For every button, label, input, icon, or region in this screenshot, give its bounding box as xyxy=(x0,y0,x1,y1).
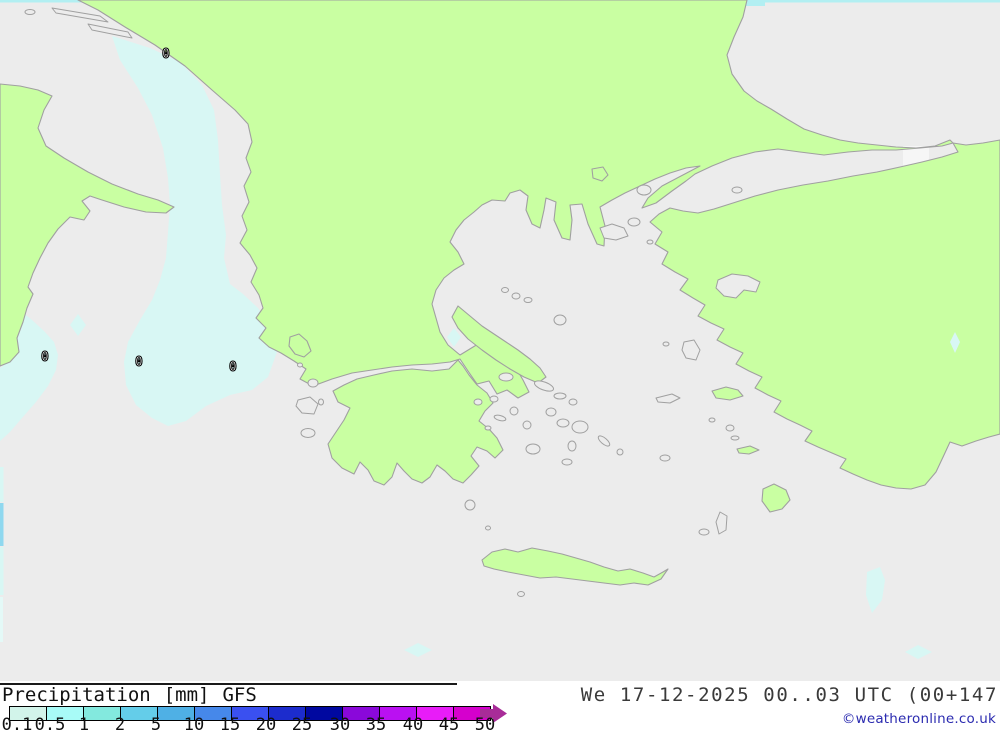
colorbar-segment xyxy=(232,707,269,720)
colorbar-segment xyxy=(343,707,380,720)
precip-value-label: 0 xyxy=(228,360,237,375)
colorbar-segment xyxy=(10,707,47,720)
precipitation-map xyxy=(0,0,1000,681)
precip-over-land xyxy=(447,328,960,353)
colorbar-tick-label: 2 xyxy=(114,715,126,733)
legend-title-model: GFS xyxy=(222,684,257,706)
colorbar-segment xyxy=(158,707,195,720)
colorbar-tick-label: 5 xyxy=(150,715,162,733)
colorbar-segment xyxy=(306,707,343,720)
calabria-precip xyxy=(0,310,58,441)
kos xyxy=(736,445,760,455)
colorbar-tick-label: 30 xyxy=(329,715,351,733)
forecast-datetime: We 17-12-2025 00..03 UTC (00+147 xyxy=(580,684,998,706)
legend-divider xyxy=(0,683,457,685)
italy xyxy=(0,83,175,367)
colorbar-tick-label: 20 xyxy=(255,715,277,733)
adriatic-ionian-precip xyxy=(112,36,277,426)
precip-value-label: 0 xyxy=(40,350,49,365)
colorbar-tick-label: 10 xyxy=(183,715,205,733)
colorbar-segment xyxy=(84,707,121,720)
colorbar-tick-label: 25 xyxy=(291,715,313,733)
colorbar-tick-label: 0.1 xyxy=(1,715,33,733)
gray-islands xyxy=(24,7,761,597)
rhodes xyxy=(761,483,791,513)
colorbar-segment xyxy=(195,707,232,720)
colorbar-segment xyxy=(47,707,84,720)
balkans-greece xyxy=(77,0,954,399)
colorbar-tick-label: 50 xyxy=(474,715,496,733)
colorbar-tick-label: 45 xyxy=(438,715,460,733)
thasos xyxy=(591,166,609,182)
copyright-link[interactable]: ©weatheronline.co.uk xyxy=(841,711,996,727)
legend-title-parameter: Precipitation xyxy=(2,684,151,706)
corfu xyxy=(288,333,312,358)
turkey xyxy=(649,139,1000,490)
euboea xyxy=(451,305,547,384)
colorbar-tick-label: 15 xyxy=(219,715,241,733)
legend-title: Precipitation [mm] GFS xyxy=(2,684,257,706)
colorbar-segment xyxy=(380,707,417,720)
colorbar-tick-label: 40 xyxy=(402,715,424,733)
precipitation-colorbar xyxy=(9,706,491,721)
precip-value-label: 0 xyxy=(161,47,170,62)
colorbar-tick-label: 1 xyxy=(78,715,90,733)
colorbar-segment xyxy=(417,707,454,720)
colorbar-segment xyxy=(269,707,306,720)
colorbar-tick-label: 35 xyxy=(365,715,387,733)
land-masses xyxy=(0,0,1000,586)
samos xyxy=(711,386,744,401)
southeast-precip xyxy=(866,567,885,613)
legend-title-unit: [mm] xyxy=(163,684,210,706)
colorbar-overflow-arrow xyxy=(480,704,507,723)
colorbar-segment xyxy=(121,707,158,720)
crete xyxy=(481,547,669,586)
precip-value-label: 0 xyxy=(134,355,143,370)
colorbar-tick-label: 0.5 xyxy=(34,715,66,733)
